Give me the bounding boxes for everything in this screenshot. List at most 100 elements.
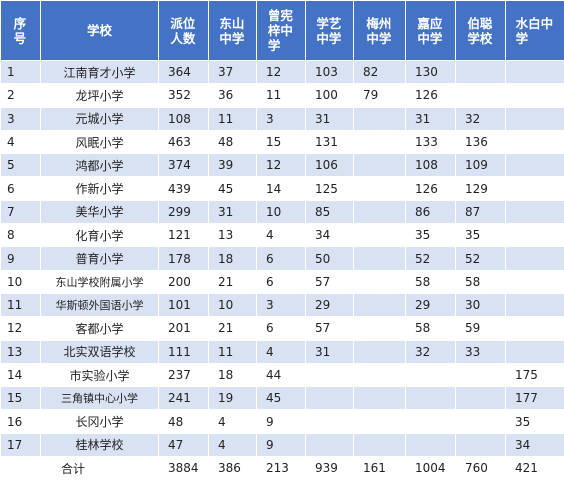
number-cell: 439	[158, 176, 209, 201]
header-text: 学艺中学	[316, 15, 342, 46]
number-cell: 12	[256, 153, 306, 178]
table-row: 11 华斯顿外国语小学 101 10 3 29 29 30	[0, 292, 564, 318]
number-cell	[505, 153, 564, 178]
table-row: 16 长冈小学 48 4 9 35	[0, 409, 564, 434]
number-cell: 52	[405, 246, 456, 271]
number-cell: 111	[158, 339, 209, 364]
table-row: 5 鸿都小学 374 39 12 106 108 109	[0, 153, 564, 178]
header-text: 曾宪梓中学	[267, 8, 293, 53]
number-cell: 11	[256, 83, 306, 108]
number-cell	[455, 83, 506, 108]
school-cell: 元城小学	[40, 106, 159, 131]
number-cell: 59	[455, 316, 506, 341]
number-cell	[505, 129, 564, 155]
number-cell: 86	[405, 199, 456, 225]
number-cell: 101	[158, 292, 209, 318]
number-cell	[353, 223, 406, 248]
table-body: 1 江南育才小学 364 37 12 103 82 130 2 龙坪小学 352 36 11 100 79 1…	[0, 59, 564, 481]
number-cell: 3	[0, 106, 41, 131]
school-cell: 桂林学校	[40, 432, 159, 458]
number-cell	[505, 199, 564, 225]
number-cell: 108	[405, 153, 456, 178]
number-cell	[353, 129, 406, 155]
school-cell: 普育小学	[40, 246, 159, 271]
school-cell: 龙坪小学	[40, 83, 159, 108]
number-cell: 130	[405, 59, 456, 85]
number-cell: 3	[256, 106, 306, 131]
number-cell: 29	[305, 292, 354, 318]
number-cell: 14	[0, 362, 41, 388]
number-cell: 82	[353, 59, 406, 85]
table-row: 4 风眠小学 463 48 15 131 133 136	[0, 129, 564, 155]
number-cell: 125	[305, 176, 354, 201]
number-cell: 32	[405, 339, 456, 364]
number-cell: 11	[208, 106, 257, 131]
number-cell	[455, 386, 506, 411]
number-cell: 29	[405, 292, 456, 318]
number-cell	[305, 432, 354, 458]
number-cell: 45	[208, 176, 257, 201]
number-cell	[353, 386, 406, 411]
number-cell	[505, 339, 564, 364]
header-text: 梅州中学	[366, 15, 392, 46]
school-cell: 三角镇中心小学	[40, 386, 159, 411]
number-cell: 34	[505, 432, 564, 458]
number-cell: 9	[0, 246, 41, 271]
number-cell: 18	[208, 246, 257, 271]
number-cell: 11	[208, 339, 257, 364]
number-cell	[353, 432, 406, 458]
table-row: 12 客都小学 201 21 6 57 58 59	[0, 316, 564, 341]
header-row: 序号 学校 派位人数 东山中学 曾宪梓中学 学艺中学 梅州中学 嘉应中学 伯聪学校 水白中学	[0, 0, 564, 61]
number-cell: 126	[405, 83, 456, 108]
number-cell: 109	[455, 153, 506, 178]
number-cell: 364	[158, 59, 209, 85]
header-text: 伯聪学校	[467, 15, 493, 46]
number-cell: 14	[256, 176, 306, 201]
number-cell: 32	[455, 106, 506, 131]
number-cell	[505, 106, 564, 131]
number-cell: 21	[208, 269, 257, 294]
number-cell: 9	[256, 432, 306, 458]
number-cell	[505, 59, 564, 85]
school-cell: 美华小学	[40, 199, 159, 225]
number-cell: 177	[505, 386, 564, 411]
number-cell: 21	[208, 316, 257, 341]
number-cell	[455, 409, 506, 434]
header-cell: 派位人数	[158, 0, 209, 61]
number-cell: 4	[256, 339, 306, 364]
number-cell	[353, 199, 406, 225]
number-cell: 1	[0, 59, 41, 85]
number-cell: 11	[0, 292, 41, 318]
number-cell: 4	[208, 432, 257, 458]
number-cell: 6	[0, 176, 41, 201]
number-cell: 47	[158, 432, 209, 458]
number-cell: 131	[305, 129, 354, 155]
number-cell: 4	[256, 223, 306, 248]
total-value: 939	[305, 456, 354, 481]
number-cell: 34	[305, 223, 354, 248]
number-cell: 200	[158, 269, 209, 294]
number-cell: 178	[158, 246, 209, 271]
number-cell: 9	[256, 409, 306, 434]
school-cell: 东山学校附属小学	[40, 269, 159, 294]
table-row: 10 东山学校附属小学 200 21 6 57 58 58	[0, 269, 564, 294]
number-cell: 237	[158, 362, 209, 388]
header-cell: 曾宪梓中学	[256, 0, 306, 61]
number-cell: 129	[455, 176, 506, 201]
number-cell	[353, 409, 406, 434]
school-cell: 作新小学	[40, 176, 159, 201]
number-cell: 121	[158, 223, 209, 248]
number-cell	[505, 176, 564, 201]
number-cell: 299	[158, 199, 209, 225]
number-cell: 201	[158, 316, 209, 341]
number-cell: 175	[505, 362, 564, 388]
header-cell: 序号	[0, 0, 41, 61]
school-cell: 客都小学	[40, 316, 159, 341]
number-cell: 44	[256, 362, 306, 388]
number-cell	[405, 409, 456, 434]
table-row: 7 美华小学 299 31 10 85 86 87	[0, 199, 564, 225]
number-cell: 58	[405, 316, 456, 341]
number-cell: 4	[0, 129, 41, 155]
header-cell: 学校	[40, 0, 159, 61]
